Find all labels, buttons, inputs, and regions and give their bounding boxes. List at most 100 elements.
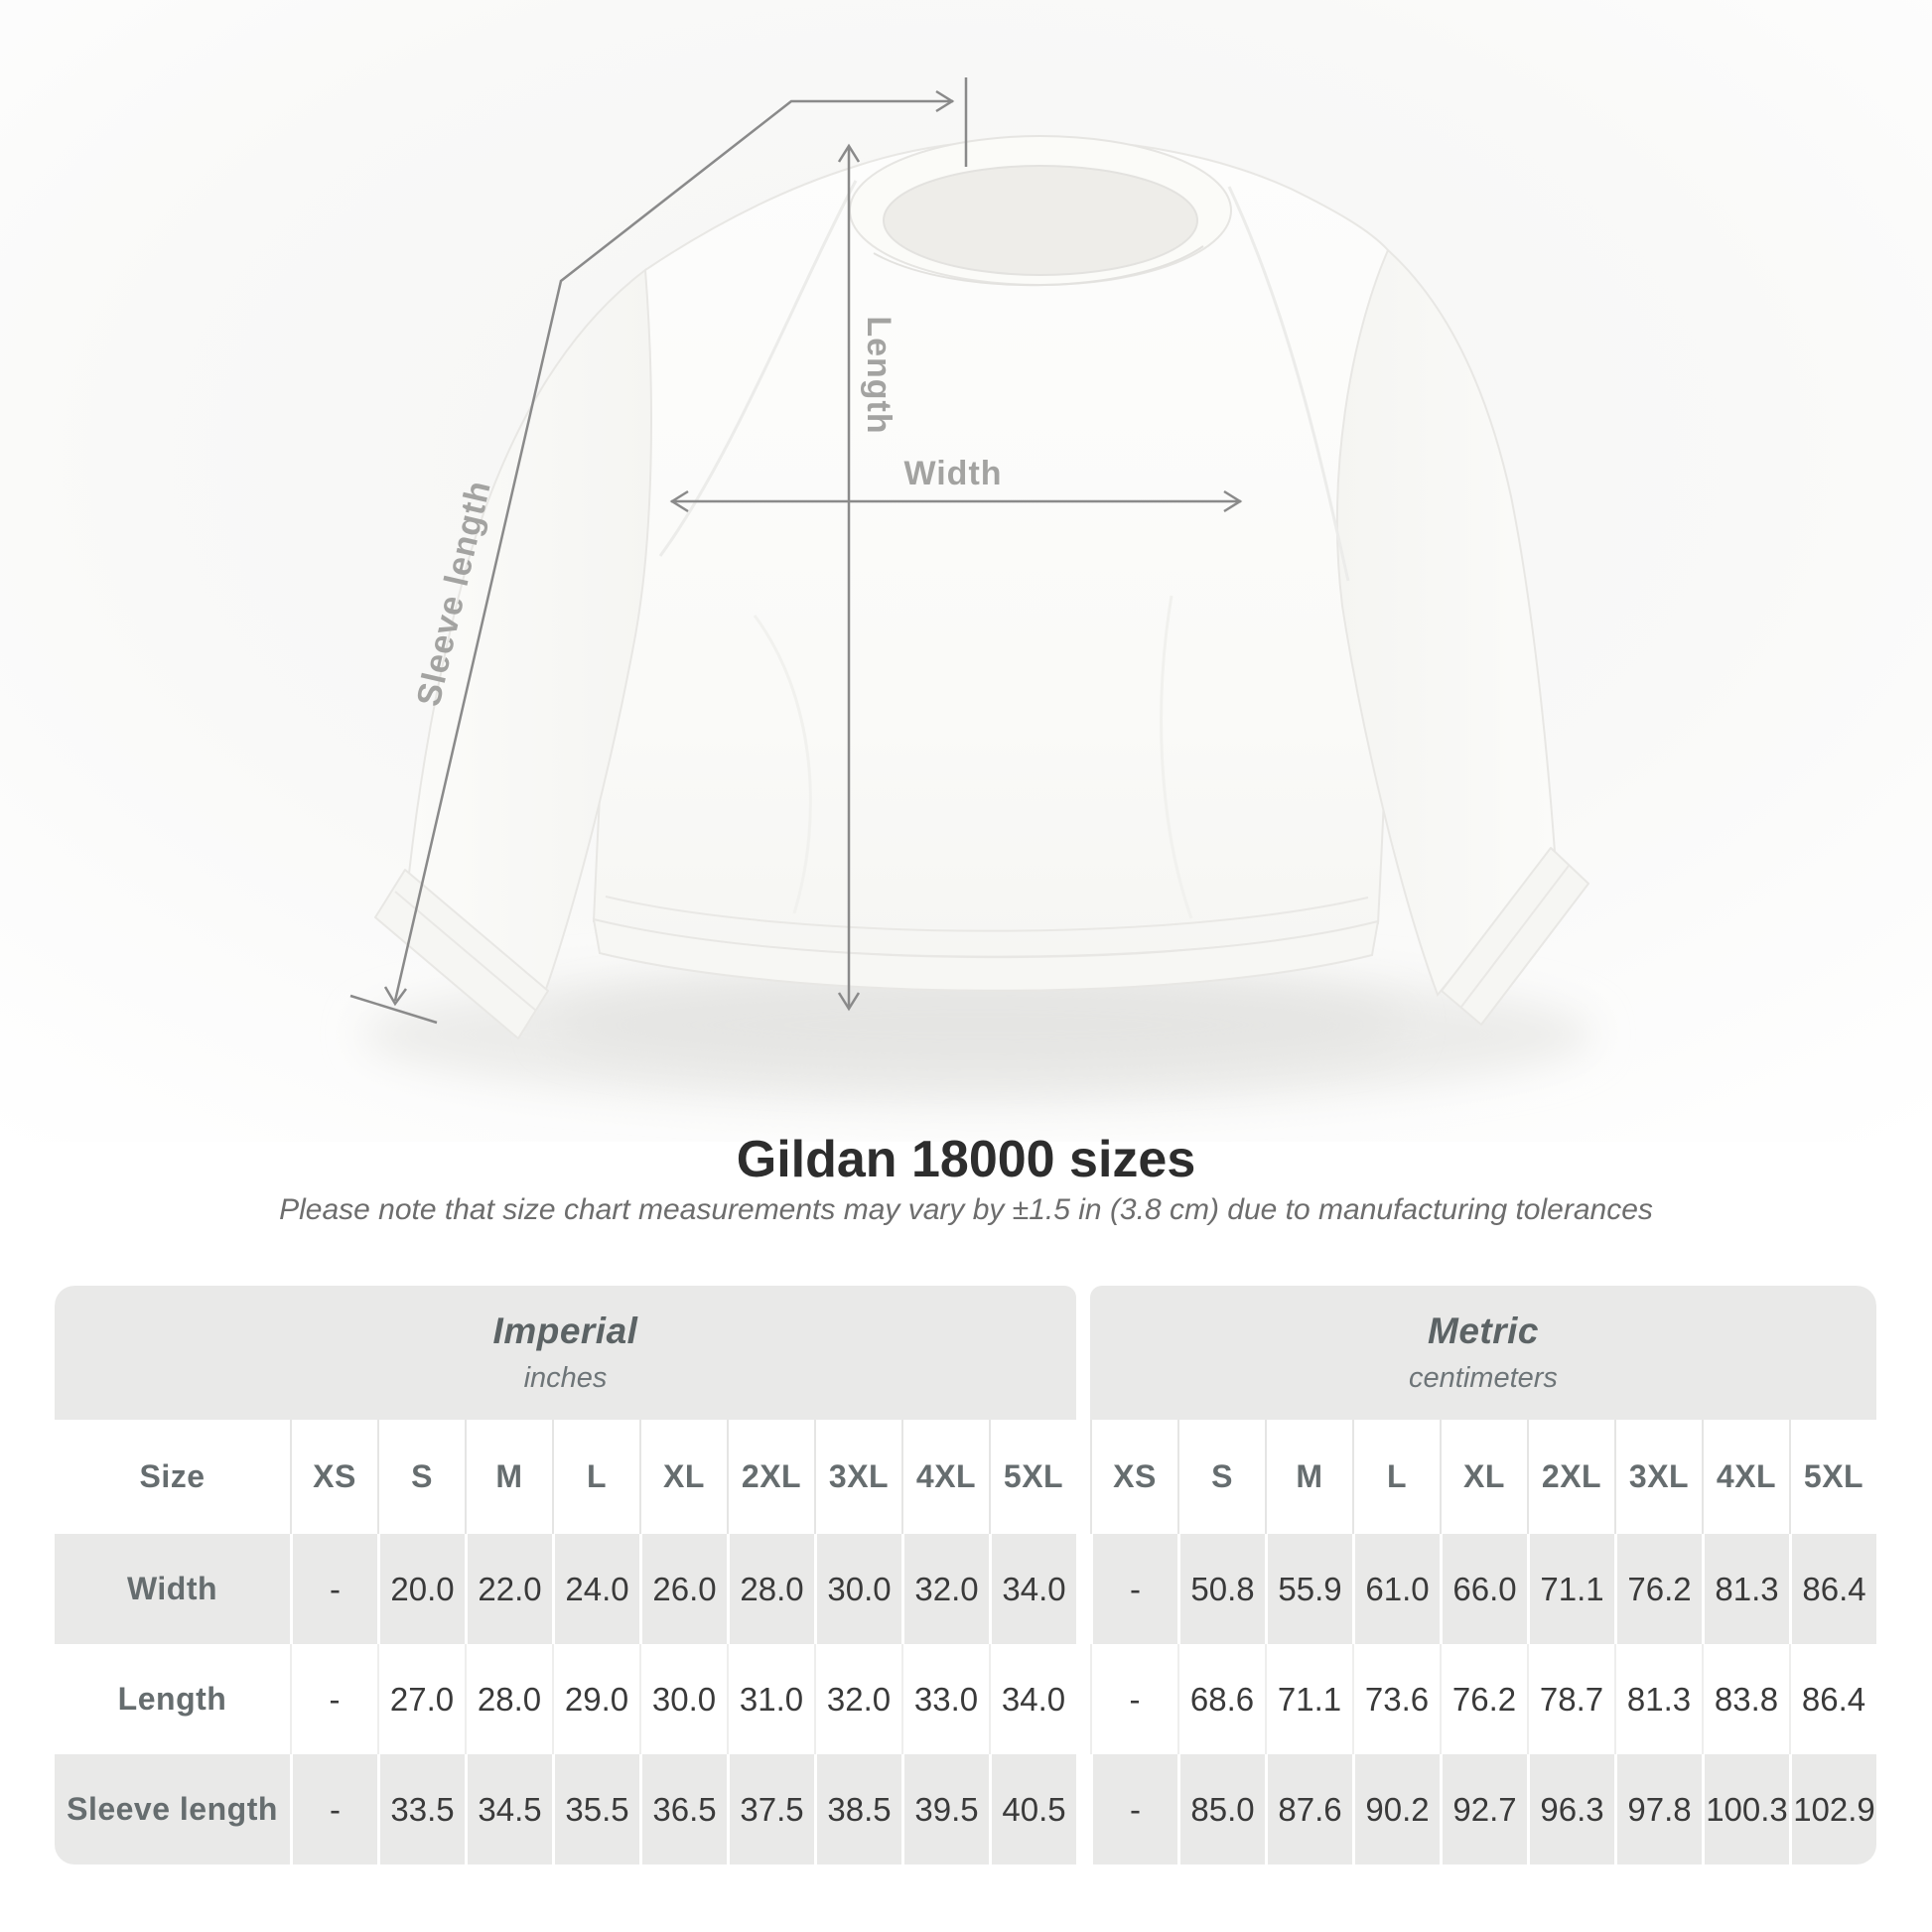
product-photo: Length Width Sleeve length	[0, 0, 1932, 1142]
size-header-cell: 2XL	[1527, 1420, 1614, 1534]
group-divider	[1076, 1644, 1090, 1754]
size-value-cell: -	[290, 1754, 377, 1864]
size-value-cell: 26.0	[639, 1534, 727, 1644]
size-value-cell: 86.4	[1789, 1534, 1876, 1644]
size-value-cell: 40.5	[989, 1754, 1076, 1864]
left-cuff-stitch	[394, 891, 537, 1012]
right-cuff-stitch	[1460, 865, 1570, 1008]
size-header-cell: L	[1352, 1420, 1440, 1534]
size-value-cell: 38.5	[814, 1754, 901, 1864]
page-title: Gildan 18000 sizes	[736, 1131, 1196, 1188]
size-header-cell: XL	[1440, 1420, 1527, 1534]
size-header-cell: XS	[290, 1420, 377, 1534]
size-value-cell: 66.0	[1440, 1534, 1527, 1644]
width-measure: Width	[669, 455, 1243, 513]
size-value-cell: 27.0	[377, 1644, 465, 1754]
length-measure: Length	[837, 143, 897, 1012]
size-value-cell: -	[1090, 1644, 1177, 1754]
size-value-cell: 68.6	[1177, 1644, 1265, 1754]
size-value-cell: 31.0	[727, 1644, 814, 1754]
collar-stitch	[873, 245, 1204, 287]
size-value-cell: 76.2	[1614, 1534, 1702, 1644]
size-value-cell: 39.5	[901, 1754, 989, 1864]
size-column-header: Size	[55, 1420, 290, 1534]
sweatshirt-image	[362, 135, 1593, 1104]
size-value-cell: 28.0	[465, 1644, 552, 1754]
row-label: Sleeve length	[55, 1754, 290, 1864]
size-value-cell: 100.3	[1702, 1754, 1789, 1864]
size-value-cell: 29.0	[552, 1644, 639, 1754]
size-value-cell: 55.9	[1265, 1534, 1352, 1644]
size-value-cell: 32.0	[814, 1644, 901, 1754]
size-header-cell: 3XL	[814, 1420, 901, 1534]
collar-inner	[883, 165, 1198, 276]
size-value-cell: -	[1090, 1754, 1177, 1864]
imperial-header: Imperial inches	[55, 1286, 1076, 1420]
table-row-length: Length -27.0 28.0 29.0 30.0 31.0 32.0 33.0 34.0-…	[55, 1644, 1876, 1754]
metric-title: Metric	[1428, 1311, 1539, 1351]
size-value-cell: 33.0	[901, 1644, 989, 1754]
size-value-cell: 92.7	[1440, 1754, 1527, 1864]
size-value-cell: 34.5	[465, 1754, 552, 1864]
size-header-row: Size XS S M L XL 2XL 3XL 4XL 5XL XS S M L XL 2XL 3XL 4XL 5…	[55, 1420, 1876, 1534]
size-value-cell: 90.2	[1352, 1754, 1440, 1864]
size-header-cell: 4XL	[901, 1420, 989, 1534]
imperial-title: Imperial	[492, 1311, 638, 1351]
size-value-cell: 24.0	[552, 1534, 639, 1644]
size-header-cell: S	[1177, 1420, 1265, 1534]
table-row-width: Width -20.0 22.0 24.0 26.0 28.0 30.0 32.0 34.0-5…	[55, 1534, 1876, 1644]
size-value-cell: 34.0	[989, 1644, 1076, 1754]
size-header-cell: 5XL	[1789, 1420, 1876, 1534]
size-value-cell: 71.1	[1527, 1534, 1614, 1644]
group-divider	[1076, 1534, 1090, 1644]
size-value-cell: 86.4	[1789, 1644, 1876, 1754]
row-label: Width	[55, 1534, 290, 1644]
size-header-cell: XL	[639, 1420, 727, 1534]
size-value-cell: 34.0	[989, 1534, 1076, 1644]
size-value-cell: 96.3	[1527, 1754, 1614, 1864]
size-value-cell: 87.6	[1265, 1754, 1352, 1864]
size-value-cell: 81.3	[1614, 1644, 1702, 1754]
hem-stitch	[605, 896, 1369, 932]
size-value-cell: 78.7	[1527, 1644, 1614, 1754]
size-value-cell: 81.3	[1702, 1534, 1789, 1644]
size-value-cell: 73.6	[1352, 1644, 1440, 1754]
right-sleeve	[1335, 248, 1557, 997]
size-value-cell: 76.2	[1440, 1644, 1527, 1754]
size-header-cell: 4XL	[1702, 1420, 1789, 1534]
tolerance-note: Please note that size chart measurements…	[279, 1193, 1653, 1226]
size-header-cell: 5XL	[989, 1420, 1076, 1534]
wrinkle-left	[753, 615, 812, 914]
row-label: Length	[55, 1644, 290, 1754]
size-value-cell: 30.0	[814, 1534, 901, 1644]
size-value-cell: 35.5	[552, 1754, 639, 1864]
contact-shadow	[551, 980, 1405, 1069]
size-value-cell: 61.0	[1352, 1534, 1440, 1644]
size-header-cell: 3XL	[1614, 1420, 1702, 1534]
size-value-cell: 28.0	[727, 1534, 814, 1644]
size-header-cell: M	[465, 1420, 552, 1534]
metric-header: Metric centimeters	[1090, 1286, 1876, 1420]
imperial-subtitle: inches	[523, 1362, 608, 1394]
wrinkle-right	[1160, 595, 1193, 919]
group-divider	[1076, 1420, 1090, 1534]
unit-header-row: Imperial inches Metric centimeters	[55, 1286, 1876, 1420]
metric-subtitle: centimeters	[1409, 1362, 1558, 1394]
length-label: Length	[860, 316, 897, 434]
size-value-cell: 50.8	[1177, 1534, 1265, 1644]
size-value-cell: 30.0	[639, 1644, 727, 1754]
size-header-cell: M	[1265, 1420, 1352, 1534]
size-header-cell: XS	[1090, 1420, 1177, 1534]
size-value-cell: -	[290, 1534, 377, 1644]
left-shoulder-seam	[658, 180, 858, 557]
size-value-cell: -	[1090, 1534, 1177, 1644]
group-divider	[1076, 1286, 1090, 1420]
table-row-sleeve-length: Sleeve length -33.5 34.5 35.5 36.5 37.5 38.5 39…	[55, 1754, 1876, 1864]
size-header-cell: S	[377, 1420, 465, 1534]
width-label: Width	[903, 455, 1002, 492]
size-value-cell: 97.8	[1614, 1754, 1702, 1864]
size-table: Imperial inches Metric centimeters Size X…	[55, 1286, 1876, 1864]
size-value-cell: 32.0	[901, 1534, 989, 1644]
size-value-cell: 83.8	[1702, 1644, 1789, 1754]
